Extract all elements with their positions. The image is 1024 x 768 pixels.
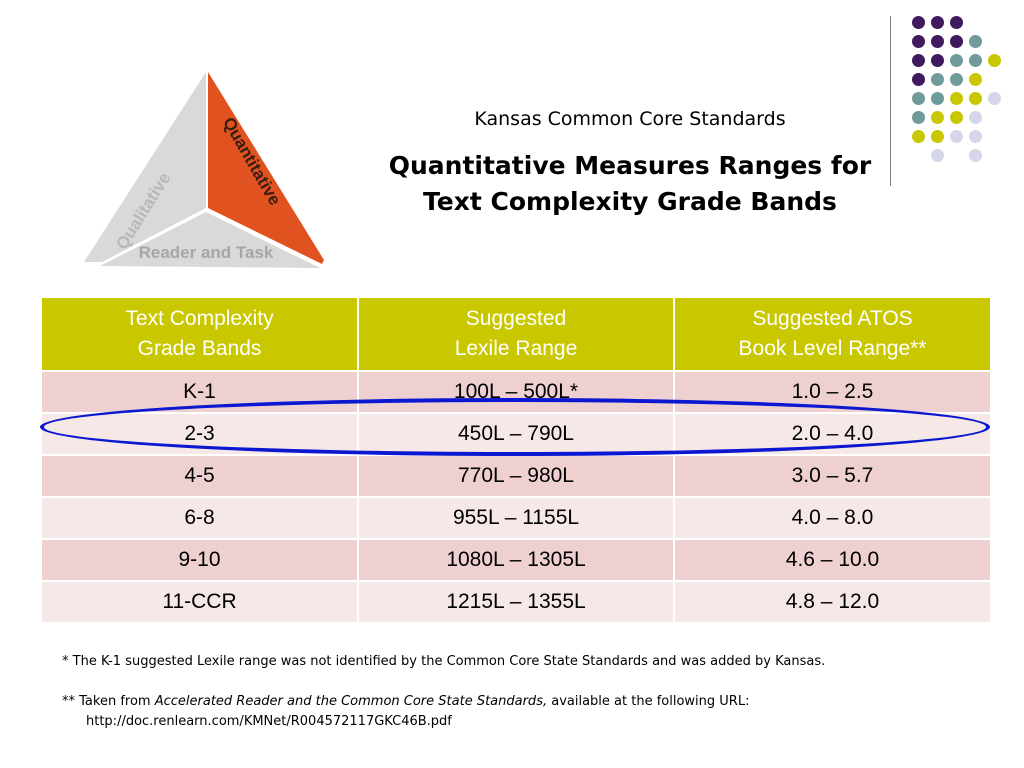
decor-dot xyxy=(969,92,982,105)
decor-dot xyxy=(950,92,963,105)
decor-dot xyxy=(950,16,963,29)
decor-dot xyxy=(931,54,944,67)
decor-dot xyxy=(969,35,982,48)
atos-range-cell: 4.0 – 8.0 xyxy=(674,496,990,539)
highlight-oval xyxy=(40,398,990,456)
footnotes: * The K-1 suggested Lexile range was not… xyxy=(62,652,1002,732)
decor-dot xyxy=(950,54,963,67)
column-header-lexile-range: Suggested Lexile Range xyxy=(358,298,675,371)
header-line: Text Complexity xyxy=(125,307,274,330)
footnote-2: ** Taken from Accelerated Reader and the… xyxy=(62,692,1002,712)
decor-dot xyxy=(950,130,963,143)
atos-range-cell: 4.6 – 10.0 xyxy=(674,538,990,581)
decor-dot xyxy=(912,35,925,48)
decor-dot xyxy=(950,111,963,124)
decor-dot xyxy=(969,111,982,124)
page-subtitle: Kansas Common Core Standards xyxy=(474,108,786,130)
column-header-atos-range: Suggested ATOS Book Level Range** xyxy=(674,298,990,371)
reader-task-segment xyxy=(100,212,320,268)
decor-dot xyxy=(931,16,944,29)
grade-band-table: Text Complexity Grade Bands Suggested Le… xyxy=(42,298,990,622)
header-line: Lexile Range xyxy=(454,337,578,360)
decor-dot xyxy=(912,73,925,86)
decor-dot xyxy=(931,149,944,162)
lexile-range-cell: 955L – 1155L xyxy=(358,496,675,539)
table-header-row: Text Complexity Grade Bands Suggested Le… xyxy=(42,298,990,371)
column-header-grade-bands: Text Complexity Grade Bands xyxy=(42,298,359,371)
decor-dot xyxy=(969,54,982,67)
decor-dot xyxy=(950,35,963,48)
decor-dot xyxy=(912,54,925,67)
grade-band-cell: 6-8 xyxy=(42,496,359,539)
table-row: 4-5 770L – 980L 3.0 – 5.7 xyxy=(42,454,990,497)
grade-band-cell: 4-5 xyxy=(42,454,359,497)
decor-dot xyxy=(988,54,1001,67)
decor-dot xyxy=(912,92,925,105)
decor-dot xyxy=(912,130,925,143)
lexile-range-cell: 1080L – 1305L xyxy=(358,538,675,581)
decor-dot xyxy=(988,92,1001,105)
decor-dot xyxy=(969,73,982,86)
decor-dot xyxy=(912,16,925,29)
footnote-2-source-title: Accelerated Reader and the Common Core S… xyxy=(154,694,548,709)
decor-dot xyxy=(931,73,944,86)
text-complexity-triangle: Qualitative Quantitative Reader and Task xyxy=(84,72,324,268)
page-title-line-2: Text Complexity Grade Bands xyxy=(423,187,837,216)
header: Kansas Common Core Standards Quantitativ… xyxy=(370,108,890,220)
header-line: Suggested ATOS xyxy=(752,307,913,330)
decor-dot xyxy=(931,92,944,105)
reader-task-label: Reader and Task xyxy=(139,243,274,262)
qualitative-segment xyxy=(84,72,206,262)
decor-dot xyxy=(969,130,982,143)
header-line: Book Level Range** xyxy=(738,337,927,360)
decor-dot xyxy=(950,73,963,86)
lexile-range-cell: 1215L – 1355L xyxy=(358,580,675,622)
header-line: Suggested xyxy=(465,307,567,330)
footnote-2-suffix: available at the following URL: xyxy=(547,694,750,709)
decor-dot xyxy=(931,130,944,143)
footnote-2-prefix: ** Taken from xyxy=(62,694,155,709)
atos-range-cell: 4.8 – 12.0 xyxy=(674,580,990,622)
atos-range-cell: 3.0 – 5.7 xyxy=(674,454,990,497)
quantitative-segment xyxy=(208,72,324,264)
lexile-range-cell: 770L – 980L xyxy=(358,454,675,497)
divider-line xyxy=(890,16,891,186)
grade-band-cell: 11-CCR xyxy=(42,580,359,622)
decor-dot xyxy=(969,149,982,162)
grade-band-cell: 9-10 xyxy=(42,538,359,581)
footnote-2-url: http://doc.renlearn.com/KMNet/R004572117… xyxy=(86,714,452,729)
decor-dot xyxy=(931,111,944,124)
header-line: Grade Bands xyxy=(137,337,262,360)
table-row: 6-8 955L – 1155L 4.0 – 8.0 xyxy=(42,496,990,539)
table-row: 9-10 1080L – 1305L 4.6 – 10.0 xyxy=(42,538,990,581)
footnote-1: * The K-1 suggested Lexile range was not… xyxy=(62,654,826,669)
decor-dot xyxy=(931,35,944,48)
decor-dot xyxy=(912,111,925,124)
table-row: 11-CCR 1215L – 1355L 4.8 – 12.0 xyxy=(42,580,990,622)
page-title-line-1: Quantitative Measures Ranges for xyxy=(388,151,872,180)
